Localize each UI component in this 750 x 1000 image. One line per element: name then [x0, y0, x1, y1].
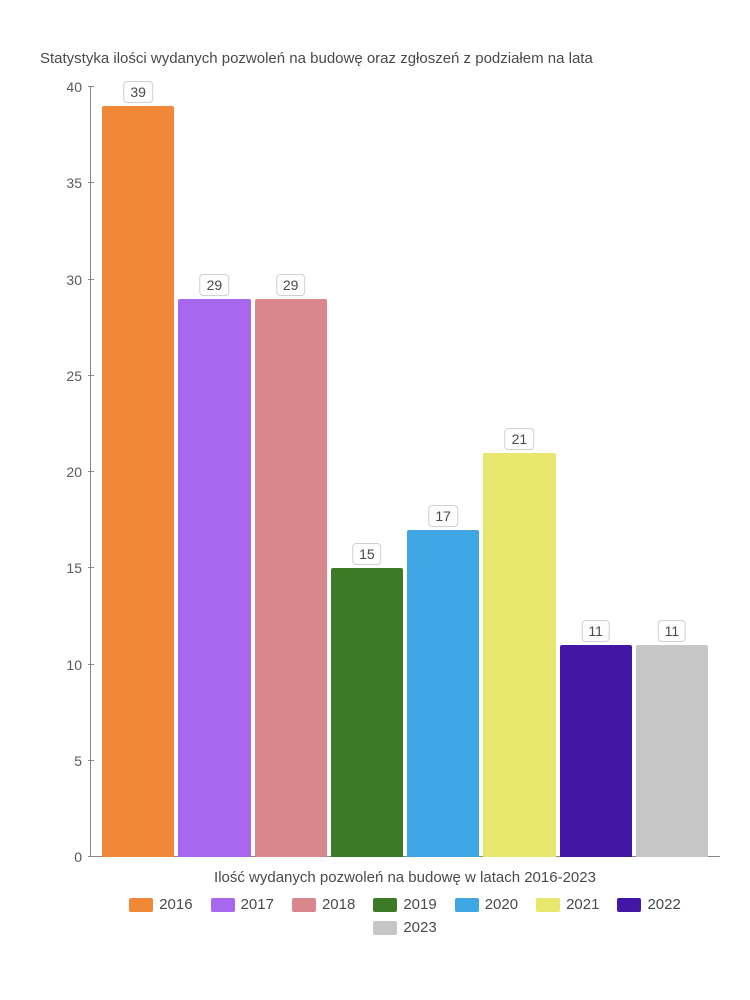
- bars-container: 3929291517211111: [90, 87, 720, 857]
- y-tick-label: 40: [66, 79, 82, 95]
- legend-swatch: [455, 898, 479, 912]
- legend-item-2016: 2016: [129, 896, 192, 913]
- legend-swatch: [129, 898, 153, 912]
- y-tick-label: 35: [66, 175, 82, 191]
- legend-swatch: [292, 898, 316, 912]
- bar-value-label: 39: [123, 81, 153, 103]
- legend-label: 2020: [485, 896, 518, 913]
- y-tick-label: 0: [74, 849, 82, 865]
- bar-2016: 39: [102, 106, 174, 857]
- legend-item-2022: 2022: [617, 896, 680, 913]
- x-axis-label: Ilość wydanych pozwoleń na budowę w lata…: [90, 869, 720, 886]
- legend-label: 2023: [403, 919, 436, 936]
- legend-item-2023: 2023: [373, 919, 436, 936]
- legend-label: 2022: [647, 896, 680, 913]
- bar-value-label: 21: [505, 428, 535, 450]
- legend-swatch: [373, 898, 397, 912]
- legend-swatch: [211, 898, 235, 912]
- bar-value-label: 11: [581, 620, 610, 642]
- legend-label: 2019: [403, 896, 436, 913]
- legend: 2016 2017 2018 2019 2020 2021 2022 2023: [90, 896, 720, 936]
- legend-item-2018: 2018: [292, 896, 355, 913]
- legend-label: 2021: [566, 896, 599, 913]
- bar-value-label: 29: [200, 274, 230, 296]
- y-tick-label: 25: [66, 368, 82, 384]
- legend-label: 2018: [322, 896, 355, 913]
- bar-value-label: 29: [276, 274, 306, 296]
- legend-item-2019: 2019: [373, 896, 436, 913]
- y-tick-label: 20: [66, 464, 82, 480]
- y-tick-label: 10: [66, 657, 82, 673]
- legend-item-2021: 2021: [536, 896, 599, 913]
- bar-2023: 11: [636, 645, 708, 857]
- bar-2021: 21: [483, 453, 555, 857]
- legend-item-2017: 2017: [211, 896, 274, 913]
- y-tick-label: 30: [66, 272, 82, 288]
- plot-area: 0510152025303540 3929291517211111: [90, 87, 720, 857]
- y-axis: 0510152025303540: [40, 87, 90, 857]
- bar-value-label: 11: [658, 620, 687, 642]
- bar-value-label: 17: [428, 505, 458, 527]
- bar-2019: 15: [331, 568, 403, 857]
- bar-value-label: 15: [352, 543, 382, 565]
- y-tick-label: 15: [66, 560, 82, 576]
- bar-chart: Statystyka ilości wydanych pozwoleń na b…: [40, 50, 720, 936]
- y-tick-label: 5: [74, 753, 82, 769]
- legend-label: 2017: [241, 896, 274, 913]
- legend-swatch: [373, 921, 397, 935]
- legend-label: 2016: [159, 896, 192, 913]
- legend-swatch: [617, 898, 641, 912]
- legend-item-2020: 2020: [455, 896, 518, 913]
- chart-title: Statystyka ilości wydanych pozwoleń na b…: [40, 50, 720, 67]
- bar-2022: 11: [560, 645, 632, 857]
- bar-2018: 29: [255, 299, 327, 857]
- bar-2017: 29: [178, 299, 250, 857]
- legend-swatch: [536, 898, 560, 912]
- bar-2020: 17: [407, 530, 479, 857]
